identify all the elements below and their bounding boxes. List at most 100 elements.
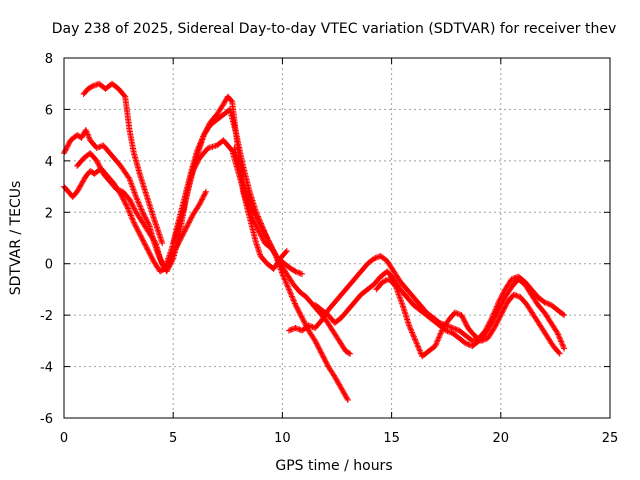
grid <box>64 58 610 418</box>
data-point-interp <box>324 362 331 369</box>
data-point-interp <box>249 205 256 212</box>
data-point-interp <box>96 163 103 169</box>
data-point-interp <box>288 292 295 299</box>
data-point <box>157 255 164 262</box>
data-point-interp <box>177 236 184 243</box>
data-point <box>133 193 140 200</box>
data-point <box>406 322 413 329</box>
data-point-interp <box>493 319 500 326</box>
data-point-interp <box>140 237 147 244</box>
y-tick-label: 2 <box>45 206 53 221</box>
data-point-interp <box>266 238 273 245</box>
data-point-interp <box>495 316 502 322</box>
data-point <box>194 147 201 154</box>
data-point-interp <box>221 98 228 105</box>
data-point-interp <box>334 377 340 384</box>
data-point-interp <box>62 147 69 154</box>
data-point-interp <box>448 324 455 331</box>
data-point <box>371 255 378 262</box>
data-point-interp <box>447 329 454 336</box>
data-point-interp <box>282 248 289 255</box>
data-point-interp <box>140 211 147 218</box>
data-point-interp <box>181 227 188 234</box>
data-point-interp <box>409 329 416 336</box>
data-point-interp <box>183 223 190 230</box>
data-point-interp <box>136 229 143 236</box>
data-point-interp <box>314 341 321 348</box>
data-point <box>264 235 271 241</box>
data-point-interp <box>545 300 552 307</box>
data-point-interp <box>316 346 323 353</box>
data-point-interp <box>142 241 149 248</box>
data-point-interp <box>556 334 563 341</box>
data-point-interp <box>452 326 459 333</box>
series-track-3 <box>80 80 166 247</box>
data-point <box>270 247 277 254</box>
data-point-interp <box>344 395 351 402</box>
data-point-interp <box>321 355 328 362</box>
data-point-interp <box>282 278 289 285</box>
data-point-interp <box>413 340 420 347</box>
data-point-interp <box>79 179 86 186</box>
data-point-interp <box>137 205 144 212</box>
data-point-interp <box>455 311 462 318</box>
data-point-interp <box>84 129 91 136</box>
data-point <box>139 209 146 216</box>
data-point-interp <box>158 259 165 266</box>
data-point-interp <box>141 240 148 247</box>
data-point-interp <box>555 332 562 339</box>
data-point-interp <box>411 335 418 342</box>
data-point-interp <box>198 197 205 204</box>
data-point-interp <box>198 136 205 143</box>
data-point-interp <box>434 337 441 344</box>
data-point-interp <box>436 333 443 340</box>
data-point-interp <box>372 255 379 262</box>
data-point-interp <box>559 342 566 349</box>
data-point-interp <box>126 209 133 216</box>
data-point-interp <box>81 175 88 182</box>
data-point-interp <box>291 300 298 307</box>
data-point-interp <box>250 207 257 214</box>
data-point-interp <box>482 336 489 343</box>
data-point-interp <box>333 376 340 383</box>
data-point-interp <box>454 310 461 317</box>
data-point-interp <box>288 293 295 300</box>
data-point-interp <box>407 326 414 333</box>
data-point-interp <box>312 339 319 346</box>
data-point-interp <box>315 344 322 351</box>
data-point-interp <box>293 268 300 275</box>
data-point-interp <box>462 319 469 326</box>
data-point-interp <box>417 349 424 356</box>
data-point-interp <box>268 242 275 249</box>
y-tick-label: 4 <box>45 155 53 170</box>
data-point-interp <box>299 316 306 322</box>
data-point-interp <box>271 250 278 257</box>
data-point <box>292 301 299 308</box>
data-point-interp <box>281 275 288 282</box>
data-point-interp <box>128 213 135 220</box>
data-point-interp <box>296 309 303 316</box>
y-tick-label: -4 <box>40 361 53 376</box>
data-point-interp <box>435 334 442 341</box>
data-point-interp <box>464 340 471 347</box>
data-point-interp <box>298 313 305 320</box>
data-point-interp <box>410 332 417 339</box>
data-point <box>93 145 100 151</box>
data-point-interp <box>285 285 292 292</box>
data-point <box>432 343 439 349</box>
data-point-interp <box>451 325 458 332</box>
data-point <box>449 325 456 331</box>
data-point-interp <box>311 336 318 343</box>
data-point <box>292 325 299 331</box>
data-point-interp <box>131 205 138 212</box>
data-point-interp <box>90 82 97 89</box>
data-point-interp <box>281 276 288 283</box>
data-point-interp <box>289 294 296 301</box>
data-point-interp <box>158 258 165 265</box>
data-point-interp <box>143 244 150 250</box>
data-point-interp <box>343 394 350 401</box>
data-point-interp <box>181 228 188 235</box>
data-point-interp <box>129 215 136 222</box>
data-point-interp <box>290 296 297 303</box>
data-point-interp <box>314 343 321 349</box>
